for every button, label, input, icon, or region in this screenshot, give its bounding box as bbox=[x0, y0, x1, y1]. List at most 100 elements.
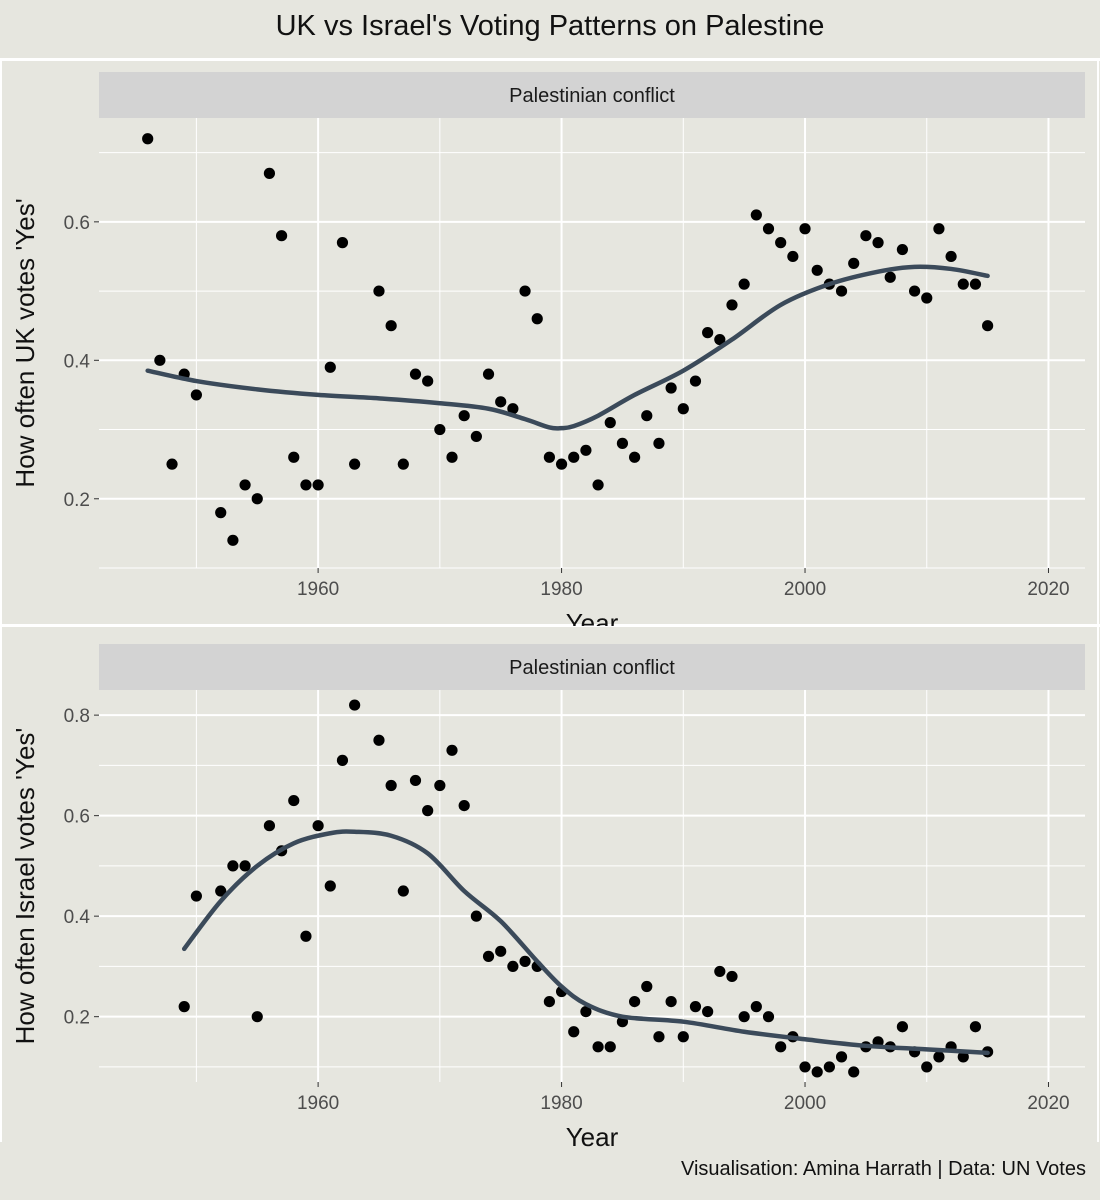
data-point bbox=[531, 313, 543, 325]
data-point bbox=[495, 945, 507, 957]
data-point bbox=[811, 1066, 823, 1078]
data-point bbox=[482, 950, 495, 962]
data-point bbox=[507, 403, 519, 415]
data-point bbox=[519, 955, 531, 967]
y-tick-label: 0.4 bbox=[64, 907, 91, 928]
data-point bbox=[434, 779, 446, 792]
data-point bbox=[142, 133, 154, 145]
y-tick-label: 0.2 bbox=[64, 490, 90, 511]
data-point bbox=[482, 368, 495, 380]
data-point bbox=[312, 479, 324, 491]
data-point bbox=[239, 479, 251, 491]
data-point bbox=[969, 278, 982, 290]
data-point bbox=[982, 320, 994, 332]
data-point bbox=[653, 437, 665, 449]
data-point bbox=[616, 437, 629, 449]
data-point bbox=[555, 458, 568, 470]
data-point bbox=[178, 1001, 190, 1013]
x-tick-label: 1960 bbox=[297, 1093, 339, 1114]
data-point bbox=[385, 779, 397, 792]
data-point bbox=[738, 278, 750, 290]
data-point bbox=[446, 744, 458, 756]
data-point bbox=[409, 368, 422, 380]
data-point bbox=[568, 1026, 580, 1038]
data-point bbox=[434, 423, 446, 436]
data-point bbox=[738, 1011, 750, 1023]
data-point bbox=[689, 1001, 702, 1013]
data-point bbox=[957, 278, 969, 290]
data-point bbox=[422, 805, 434, 817]
data-point bbox=[227, 860, 239, 872]
data-point bbox=[543, 451, 555, 463]
x-tick-label: 2000 bbox=[784, 1093, 826, 1114]
data-point bbox=[288, 794, 300, 807]
data-point bbox=[263, 167, 276, 179]
x-tick-label: 1960 bbox=[297, 579, 339, 600]
data-point bbox=[775, 1041, 787, 1053]
data-point bbox=[896, 1021, 909, 1033]
data-point bbox=[385, 320, 397, 332]
data-point bbox=[251, 493, 263, 505]
data-point bbox=[726, 970, 738, 983]
data-point bbox=[190, 389, 202, 401]
data-point bbox=[823, 1061, 835, 1073]
data-point bbox=[190, 890, 202, 902]
data-point bbox=[275, 230, 288, 242]
data-point bbox=[775, 237, 787, 249]
y-tick-label: 0.8 bbox=[64, 706, 90, 727]
data-point bbox=[872, 237, 884, 249]
data-point bbox=[702, 1006, 714, 1018]
data-point bbox=[300, 930, 312, 942]
data-point bbox=[750, 1001, 762, 1013]
data-point bbox=[592, 479, 604, 491]
data-point bbox=[288, 451, 300, 463]
data-point bbox=[969, 1021, 982, 1033]
data-point bbox=[422, 375, 434, 387]
data-point bbox=[409, 774, 422, 787]
data-point bbox=[945, 250, 957, 263]
facet-strip bbox=[99, 72, 1085, 118]
y-tick-label: 0.2 bbox=[64, 1008, 90, 1029]
data-point bbox=[604, 1041, 616, 1053]
israel-chart: Palestinian conflict 1960 1980 2000 2020 0.2 0… bbox=[10, 644, 1085, 1148]
data-point bbox=[884, 271, 896, 283]
y-axis-title: How often UK votes 'Yes' bbox=[10, 198, 40, 487]
data-point bbox=[933, 223, 945, 235]
data-point bbox=[799, 223, 811, 235]
data-point bbox=[714, 333, 726, 346]
x-tick-label: 2020 bbox=[1027, 1093, 1069, 1114]
data-point bbox=[349, 699, 361, 711]
data-point bbox=[154, 354, 166, 366]
data-point bbox=[373, 285, 385, 297]
data-point bbox=[324, 880, 336, 892]
data-point bbox=[397, 458, 409, 470]
data-point bbox=[239, 860, 251, 872]
left-border bbox=[0, 60, 2, 1142]
facet-label: Palestinian conflict bbox=[509, 657, 675, 679]
data-point bbox=[458, 799, 470, 812]
y-axis-title: How often Israel votes 'Yes' bbox=[10, 728, 40, 1045]
data-point bbox=[714, 965, 726, 978]
data-point bbox=[677, 1031, 689, 1043]
x-tick-label: 2000 bbox=[784, 579, 826, 600]
data-point bbox=[957, 1051, 969, 1063]
data-point bbox=[848, 1066, 860, 1078]
y-tick-label: 0.4 bbox=[64, 351, 91, 372]
data-point bbox=[653, 1031, 665, 1043]
smooth-trend-line bbox=[181, 829, 990, 1056]
y-tick-label: 0.6 bbox=[64, 807, 90, 828]
caption: Visualisation: Amina Harrath | Data: UN … bbox=[680, 1158, 1086, 1180]
data-point bbox=[762, 1011, 775, 1023]
data-point bbox=[860, 230, 872, 242]
data-point bbox=[470, 910, 482, 922]
smooth-trend-line bbox=[145, 264, 990, 431]
data-point bbox=[762, 223, 775, 235]
data-point bbox=[312, 820, 324, 832]
data-point bbox=[799, 1061, 811, 1073]
data-point bbox=[349, 458, 361, 470]
data-point bbox=[641, 980, 653, 993]
figure-title: UK vs Israel's Voting Patterns on Palest… bbox=[275, 10, 825, 42]
data-point bbox=[580, 444, 592, 456]
data-point bbox=[677, 403, 689, 415]
